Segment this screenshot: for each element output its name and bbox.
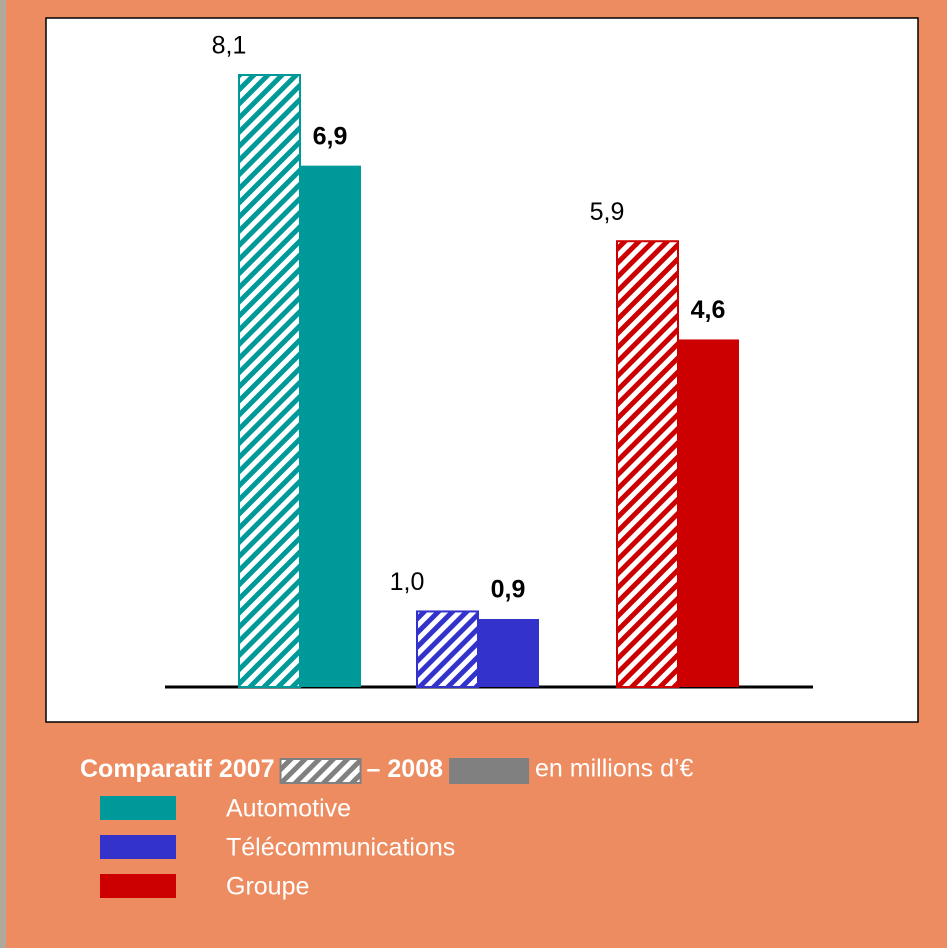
bar [416,610,479,689]
legend-entry: 2008 [387,755,443,783]
legend-entry: 2007 [219,755,275,783]
value-label: 8,1 [212,32,247,60]
legend-swatch [100,796,176,820]
bar [478,619,539,687]
bar [678,339,739,687]
legend-label: Groupe [226,873,309,901]
legend-swatch [449,758,530,784]
value-label: 0,9 [491,576,526,604]
left-edge [0,0,6,948]
value-label: 6,9 [313,122,348,150]
bar [616,240,679,688]
value-label: 4,6 [691,296,726,324]
legend-caption: Comparatif 2007 [80,755,275,783]
legend-label: Télécommunications [226,834,455,862]
bar [238,74,301,688]
value-label: 1,0 [390,568,425,596]
legend-separator: – [367,755,381,783]
legend-swatch [100,835,176,859]
plot-area [45,17,919,723]
legend-label: Automotive [226,795,351,823]
legend-suffix: en millions d’€ [535,755,694,783]
bar [300,165,361,687]
legend-swatch [279,758,362,784]
legend-prefix: Comparatif [80,755,213,783]
legend-swatch [100,874,176,898]
legend-caption: – 2008 [367,755,444,783]
value-label: 5,9 [590,198,625,226]
